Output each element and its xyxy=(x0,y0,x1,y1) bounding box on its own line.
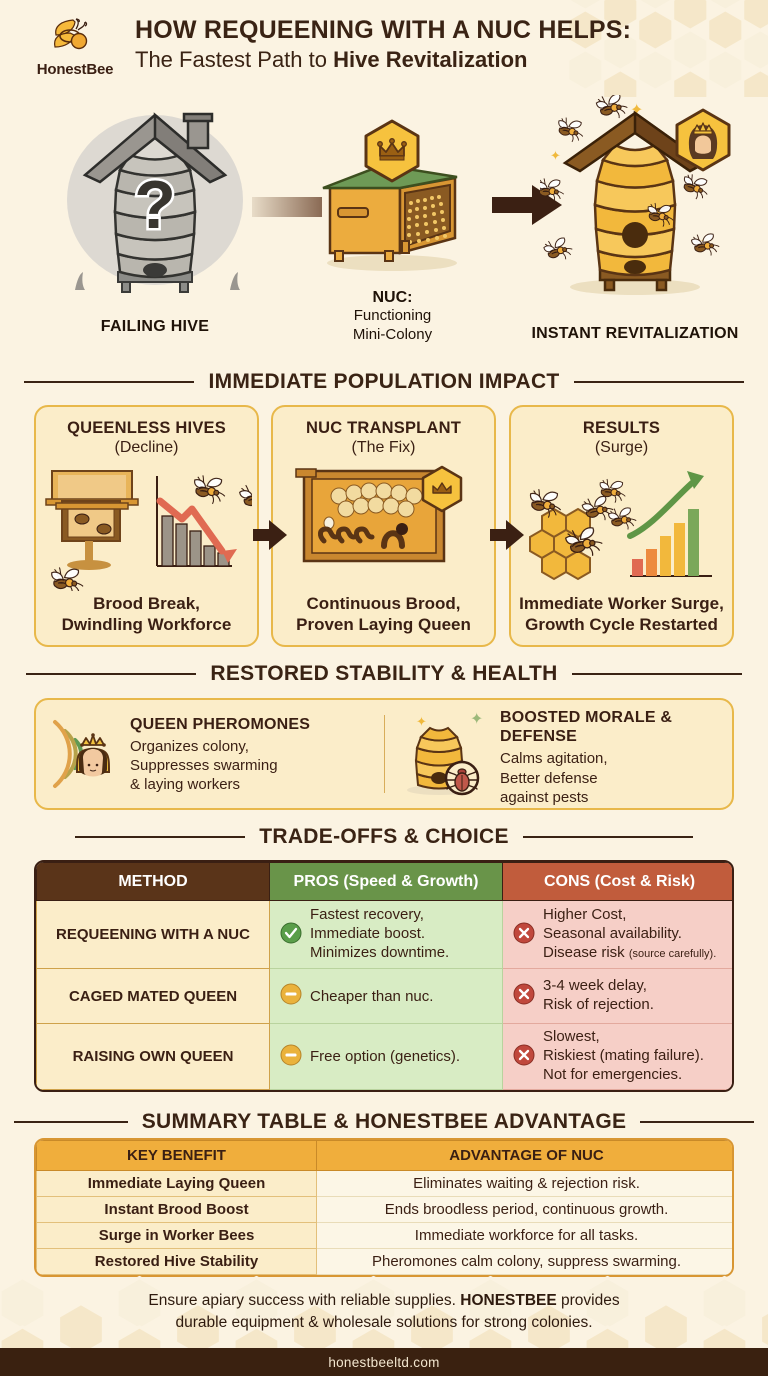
svg-text:?: ? xyxy=(134,167,176,243)
svg-text:✦: ✦ xyxy=(470,711,483,728)
svg-text:✦: ✦ xyxy=(416,714,427,729)
